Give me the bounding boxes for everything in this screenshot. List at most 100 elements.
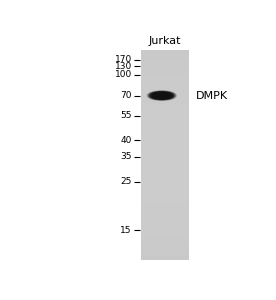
Bar xyxy=(141,105,189,106)
Bar xyxy=(141,257,189,258)
Bar xyxy=(141,66,189,67)
Bar xyxy=(141,85,189,86)
Bar xyxy=(141,162,189,164)
Bar xyxy=(141,55,189,56)
Ellipse shape xyxy=(156,94,167,97)
Bar xyxy=(141,135,189,136)
Bar xyxy=(141,78,189,79)
Bar xyxy=(141,121,189,122)
Bar xyxy=(141,145,189,146)
Bar xyxy=(141,90,189,91)
Bar xyxy=(141,195,189,196)
Bar xyxy=(141,53,189,54)
Text: 25: 25 xyxy=(120,178,132,187)
Bar xyxy=(141,227,189,228)
Bar xyxy=(141,136,189,137)
Bar xyxy=(141,182,189,183)
Bar xyxy=(141,142,189,143)
Bar xyxy=(141,63,189,64)
Bar xyxy=(141,103,189,104)
Bar xyxy=(141,213,189,214)
Bar xyxy=(141,249,189,250)
Bar xyxy=(141,190,189,191)
Bar xyxy=(141,253,189,254)
Bar xyxy=(141,137,189,138)
Bar xyxy=(141,143,189,145)
Bar xyxy=(141,249,189,250)
Bar xyxy=(141,178,189,179)
Bar xyxy=(141,223,189,224)
Bar xyxy=(141,138,189,139)
Bar xyxy=(141,80,189,81)
Bar xyxy=(141,244,189,245)
Bar xyxy=(141,70,189,72)
Bar xyxy=(141,240,189,241)
Bar xyxy=(141,147,189,148)
Bar xyxy=(141,109,189,110)
Bar xyxy=(141,218,189,219)
Bar xyxy=(141,218,189,219)
Ellipse shape xyxy=(153,93,170,98)
Bar xyxy=(141,186,189,187)
Bar xyxy=(141,210,189,211)
Bar xyxy=(141,78,189,79)
Bar xyxy=(141,192,189,193)
Bar xyxy=(141,139,189,140)
Bar xyxy=(141,167,189,168)
Ellipse shape xyxy=(152,92,171,99)
Ellipse shape xyxy=(151,92,172,99)
Text: 100: 100 xyxy=(115,70,132,79)
Bar xyxy=(141,175,189,176)
Bar xyxy=(141,195,189,196)
Bar xyxy=(141,122,189,123)
Bar xyxy=(141,242,189,243)
Bar xyxy=(141,152,189,153)
Ellipse shape xyxy=(156,94,168,98)
Bar xyxy=(141,111,189,112)
Bar xyxy=(141,156,189,157)
Bar xyxy=(141,126,189,127)
Text: 130: 130 xyxy=(115,62,132,71)
Bar xyxy=(141,71,189,72)
Bar xyxy=(141,59,189,60)
Bar xyxy=(141,128,189,129)
Bar xyxy=(141,133,189,134)
Text: 35: 35 xyxy=(120,152,132,161)
Bar xyxy=(141,104,189,105)
Bar xyxy=(141,216,189,217)
Bar xyxy=(141,116,189,117)
Bar xyxy=(141,151,189,152)
Bar xyxy=(141,146,189,147)
Bar xyxy=(141,259,189,260)
Bar xyxy=(141,188,189,189)
Bar xyxy=(141,68,189,69)
Bar xyxy=(141,188,189,189)
Bar xyxy=(141,150,189,151)
Ellipse shape xyxy=(148,91,175,100)
Bar xyxy=(141,184,189,185)
Bar xyxy=(141,79,189,80)
Bar xyxy=(141,160,189,161)
Bar xyxy=(141,220,189,221)
Bar xyxy=(141,99,189,100)
Bar xyxy=(141,155,189,156)
Bar xyxy=(141,123,189,124)
Bar xyxy=(141,169,189,170)
Bar xyxy=(141,151,189,152)
Bar xyxy=(141,207,189,208)
Text: 40: 40 xyxy=(120,136,132,145)
Bar xyxy=(141,90,189,91)
Bar xyxy=(141,57,189,58)
Bar xyxy=(141,50,189,51)
Bar xyxy=(141,112,189,113)
Bar xyxy=(141,164,189,166)
Bar xyxy=(141,229,189,230)
Ellipse shape xyxy=(153,93,171,98)
Bar xyxy=(141,252,189,253)
Bar xyxy=(141,165,189,166)
Ellipse shape xyxy=(158,94,165,97)
Bar xyxy=(141,193,189,194)
Bar xyxy=(141,174,189,175)
Bar xyxy=(141,50,189,51)
Bar xyxy=(141,187,189,188)
